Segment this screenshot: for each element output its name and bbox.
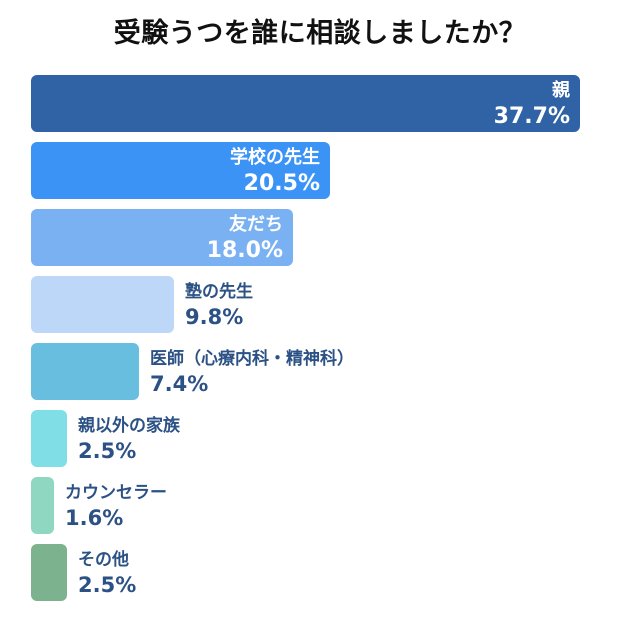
bar-label: 友だち 18.0% [207, 209, 283, 266]
bar: 学校の先生 20.5% [31, 142, 330, 199]
bar-label: 医師（心療内科・精神科） 7.4% [150, 343, 354, 400]
bar-label: 親 37.7% [494, 75, 570, 132]
bar [31, 343, 139, 400]
bar-category-label: 塾の先生 [185, 281, 253, 302]
bar-label: 親以外の家族 2.5% [78, 410, 180, 467]
bar-row: 親以外の家族 2.5% [31, 410, 611, 467]
bar-row: 友だち 18.0% [31, 209, 611, 266]
bar-value-label: 18.0% [206, 237, 283, 263]
bar-row: 医師（心療内科・精神科） 7.4% [31, 343, 611, 400]
bar-value-label: 7.4% [150, 371, 209, 396]
bar [31, 410, 67, 467]
bar: 親 37.7% [31, 75, 580, 132]
bar [31, 477, 54, 534]
bar-label: その他 2.5% [78, 544, 136, 601]
bar-value-label: 1.6% [65, 505, 124, 530]
bar-label: 学校の先生 20.5% [230, 142, 320, 199]
bar-value-label: 2.5% [78, 438, 137, 463]
bar-row: 塾の先生 9.8% [31, 276, 611, 333]
bar-value-label: 9.8% [185, 304, 244, 329]
bar-row: その他 2.5% [31, 544, 611, 601]
bar-label: 塾の先生 9.8% [185, 276, 253, 333]
chart-title: 受験うつを誰に相談しましたか？ [113, 18, 527, 49]
bar [31, 276, 174, 333]
bar-category-label: その他 [78, 549, 129, 570]
bar-row: 親 37.7% [31, 75, 611, 132]
bar-row: カウンセラー 1.6% [31, 477, 611, 534]
bar-value-label: 2.5% [78, 572, 137, 597]
bar-row: 学校の先生 20.5% [31, 142, 611, 199]
bar-label: カウンセラー 1.6% [65, 477, 167, 534]
bar-chart: 親 37.7% 学校の先生 20.5% 友だち 18.0% 塾の先生 9.8% … [31, 75, 611, 611]
bar-category-label: 学校の先生 [230, 146, 320, 168]
bar-category-label: 友だち [229, 213, 283, 235]
bar-value-label: 20.5% [243, 170, 320, 196]
bar-category-label: 親 [552, 79, 570, 101]
bar: 友だち 18.0% [31, 209, 293, 266]
bar-category-label: カウンセラー [65, 482, 167, 503]
bar-value-label: 37.7% [493, 103, 570, 129]
bar [31, 544, 67, 601]
bar-category-label: 親以外の家族 [78, 415, 180, 436]
bar-category-label: 医師（心療内科・精神科） [150, 348, 354, 369]
